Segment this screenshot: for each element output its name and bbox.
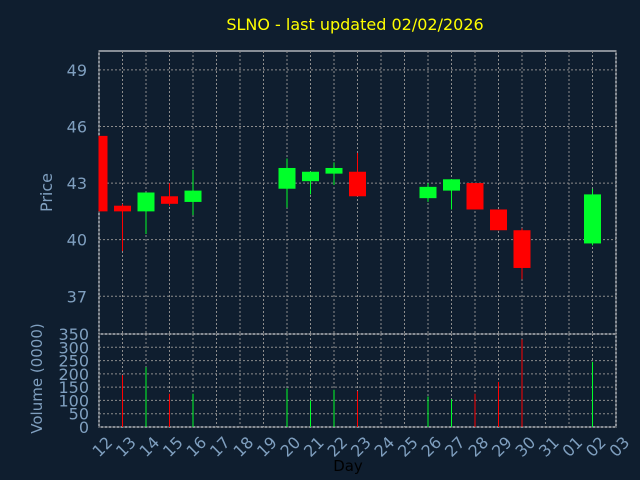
candle-body bbox=[302, 171, 319, 182]
candle-12 bbox=[98, 135, 108, 212]
day-tick-label: 03 bbox=[605, 433, 633, 461]
volume-axis-label: Volume (0000) bbox=[28, 323, 46, 433]
candle-02 bbox=[584, 188, 601, 246]
price-panel: 37 40 43 46 49 Price bbox=[37, 50, 617, 335]
volume-tick-label: 50 bbox=[69, 405, 89, 424]
price-axis-label: Price bbox=[37, 173, 56, 212]
candle-30 bbox=[513, 228, 531, 280]
candle-16 bbox=[184, 169, 202, 216]
volume-tick-label: 150 bbox=[58, 378, 89, 397]
candle-22 bbox=[325, 162, 343, 185]
candle-body bbox=[466, 183, 484, 210]
price-tick-label: 43 bbox=[67, 174, 87, 193]
candle-body bbox=[325, 167, 343, 174]
candle-26 bbox=[419, 183, 437, 202]
candle-29 bbox=[490, 209, 507, 231]
candle-13 bbox=[114, 203, 131, 251]
price-tick-label: 37 bbox=[67, 287, 87, 306]
price-tick-label: 46 bbox=[67, 117, 87, 136]
candle-body bbox=[278, 167, 296, 189]
price-tick-label: 40 bbox=[67, 231, 87, 250]
volume-tick-label: 250 bbox=[58, 352, 89, 371]
candle-28 bbox=[466, 183, 484, 210]
candle-body bbox=[99, 135, 108, 212]
volume-bars bbox=[122, 339, 593, 427]
candle-15 bbox=[161, 183, 178, 206]
candlesticks bbox=[98, 135, 601, 280]
volume-tick-label: 100 bbox=[58, 391, 89, 410]
candle-body bbox=[184, 190, 202, 202]
price-tick-label: 49 bbox=[67, 61, 87, 80]
candle-body bbox=[349, 171, 366, 197]
candle-body bbox=[137, 192, 155, 212]
volume-tick-label: 300 bbox=[58, 338, 89, 357]
candle-21 bbox=[302, 171, 319, 195]
volume-tick-label: 350 bbox=[58, 325, 89, 344]
day-axis-label: Day bbox=[333, 457, 363, 475]
candle-body bbox=[584, 194, 601, 244]
candle-body bbox=[419, 186, 437, 199]
candle-14 bbox=[137, 192, 155, 235]
candle-body bbox=[490, 209, 507, 231]
price-y-ticks: 37 40 43 46 49 bbox=[67, 61, 87, 306]
candle-body bbox=[513, 230, 531, 268]
chart-title: SLNO - last updated 02/02/2026 bbox=[226, 15, 483, 34]
volume-tick-label: 200 bbox=[58, 365, 89, 384]
volume-tick-label: 0 bbox=[79, 418, 89, 437]
candle-body bbox=[443, 179, 460, 191]
candle-20 bbox=[278, 158, 296, 208]
candle-23 bbox=[349, 152, 366, 197]
candle-body bbox=[114, 205, 131, 212]
candle-27 bbox=[443, 179, 460, 210]
candle-body bbox=[161, 196, 178, 204]
